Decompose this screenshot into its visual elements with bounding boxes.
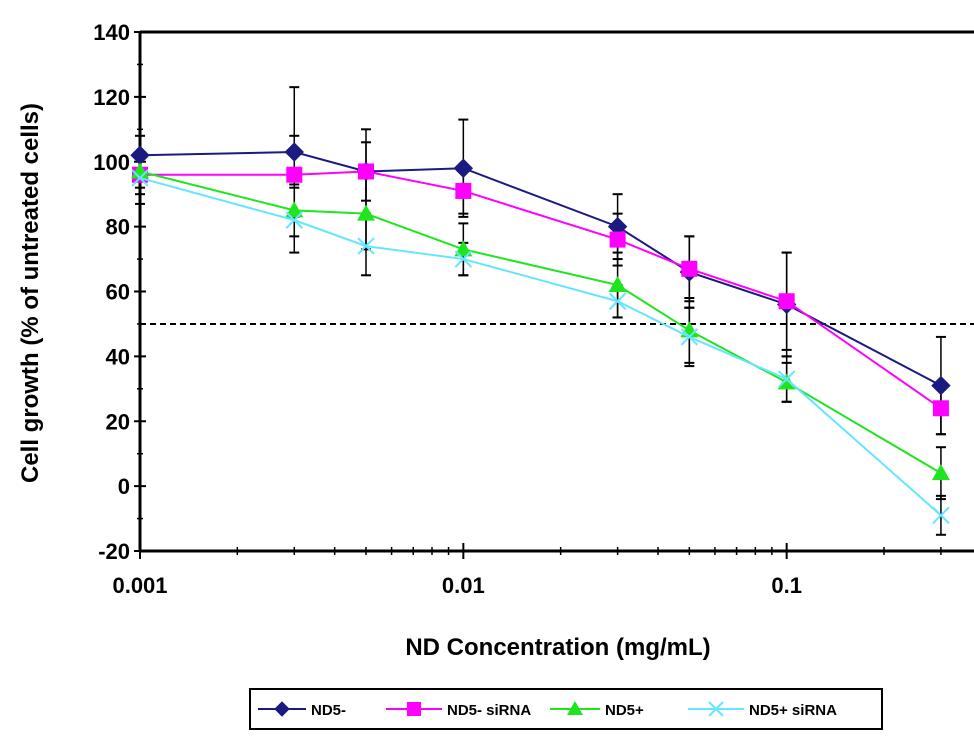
data-point	[455, 182, 472, 199]
y-tick-label: 20	[106, 409, 130, 434]
y-axis-title: Cell growth (% of untreated cells)	[17, 103, 44, 483]
y-axis-title-group: Cell growth (% of untreated cells)	[17, 103, 44, 483]
data-point	[609, 231, 626, 248]
data-point	[284, 142, 304, 162]
data-point	[130, 145, 150, 165]
data-point	[357, 204, 376, 221]
data-point	[931, 375, 951, 396]
legend-label: ND5-	[311, 702, 346, 719]
data-point	[778, 293, 795, 310]
x-tick-label: 0.01	[442, 573, 485, 598]
data-point	[777, 373, 796, 390]
data-point	[358, 163, 375, 180]
series-line-2	[139, 170, 942, 475]
y-tick-label: 100	[93, 150, 130, 175]
y-tick-label: -20	[98, 539, 130, 564]
data-point	[285, 211, 303, 229]
series-line-3	[139, 177, 942, 517]
y-tick-label: 0	[118, 474, 130, 499]
legend-label: ND5+ siRNA	[749, 702, 837, 719]
plot-area: -20 0 20 40 60 80 100 120 140 0.001 0.01 0.1	[93, 20, 974, 598]
y-tick-label: 120	[93, 85, 130, 110]
data-point	[567, 701, 583, 715]
data-point	[608, 292, 627, 310]
y-tick-label: 60	[106, 280, 130, 305]
data-point	[454, 250, 473, 268]
data-point	[453, 158, 474, 178]
data-point	[777, 370, 796, 388]
data-point	[932, 400, 949, 417]
data-point	[680, 328, 699, 346]
data-point	[932, 506, 950, 525]
data-point	[407, 702, 421, 716]
y-tick-label: 80	[106, 215, 130, 240]
data-point	[357, 237, 375, 255]
legend: ND5- ND5- siRNA ND5+ ND5+ siRNA	[249, 688, 883, 730]
data-point	[608, 276, 627, 293]
data-point	[286, 166, 303, 183]
legend-label: ND5- siRNA	[447, 702, 531, 719]
series-line-0	[139, 151, 942, 387]
x-tick-label: 0.001	[112, 573, 167, 598]
data-point	[131, 169, 149, 187]
data-point	[285, 201, 304, 218]
y-tick-label: 140	[93, 20, 130, 45]
data-point	[931, 464, 950, 481]
x-tick-label: 0.1	[771, 573, 802, 598]
legend-label: ND5+	[605, 702, 644, 719]
x-axis-title: ND Concentration (mg/mL)	[405, 634, 710, 661]
data-point	[681, 260, 698, 277]
data-point	[708, 701, 724, 717]
data-point	[274, 701, 290, 717]
y-tick-label: 40	[106, 344, 130, 369]
series-line-1	[140, 170, 942, 410]
data-point	[454, 240, 473, 257]
